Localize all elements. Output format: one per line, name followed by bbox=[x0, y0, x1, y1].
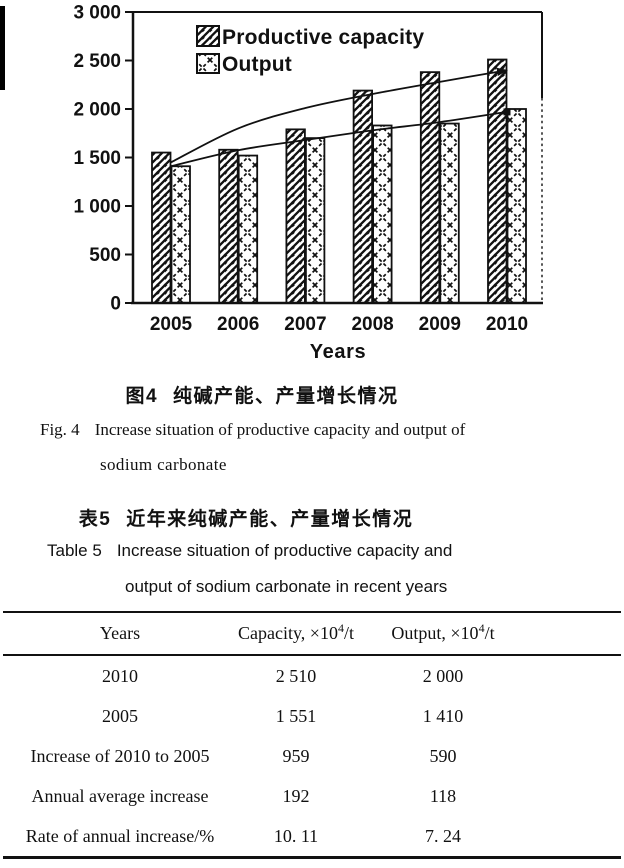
x-tick-label: 2010 bbox=[486, 314, 528, 335]
legend: Productive capacity Output bbox=[196, 25, 424, 76]
row-label: Rate of annual increase/% bbox=[25, 825, 215, 846]
trend-curves bbox=[170, 67, 511, 168]
table-title-zh: 近年来纯碱产能、产量增长情况 bbox=[126, 509, 414, 530]
trend-end-dot-icon bbox=[503, 108, 511, 116]
output-value: 590 bbox=[429, 745, 457, 766]
bar-capacity-2009 bbox=[419, 71, 441, 304]
capacity-value: 10. 11 bbox=[273, 825, 319, 846]
x-tick-label: 2009 bbox=[419, 314, 461, 335]
scan-edge-artifact bbox=[0, 6, 5, 90]
figure-caption-en-line1: Fig. 4 Increase situation of productive c… bbox=[40, 420, 465, 440]
col-header-output: Output, ×104/t bbox=[391, 621, 495, 643]
bar-output-2010 bbox=[506, 108, 527, 304]
bar-capacity-2008 bbox=[352, 89, 374, 304]
y-axis-ticks: 0 500 1 000 1 500 2 000 2 500 3 000 bbox=[73, 3, 133, 315]
table-caption-zh: 表5 近年来纯碱产能、产量增长情况 bbox=[0, 504, 492, 531]
bar-capacity-2006 bbox=[218, 148, 239, 304]
capacity-value: 959 bbox=[282, 745, 310, 766]
bars bbox=[151, 58, 527, 304]
legend-label-capacity: Productive capacity bbox=[222, 26, 424, 49]
bar-capacity-2010 bbox=[487, 58, 508, 304]
x-tick-label: 2007 bbox=[284, 314, 326, 335]
x-tick-label: 2006 bbox=[217, 314, 259, 335]
figure-label-zh: 图4 bbox=[125, 386, 159, 407]
table-label-zh: 表5 bbox=[78, 509, 112, 530]
table-title-en: Increase situation of productive capacit… bbox=[116, 541, 453, 560]
table-caption-en-line1: Table 5 Increase situation of productive … bbox=[47, 541, 452, 561]
output-value: 7. 24 bbox=[425, 825, 461, 846]
y-tick-label: 500 bbox=[89, 245, 121, 266]
legend-swatch-output-icon bbox=[196, 53, 220, 74]
output-value: 1 410 bbox=[422, 705, 464, 726]
y-tick-label: 2 500 bbox=[73, 51, 121, 72]
figure-title-zh: 纯碱产能、产量增长情况 bbox=[173, 386, 399, 407]
trend-curve bbox=[170, 111, 508, 168]
bar-capacity-2007 bbox=[285, 128, 306, 304]
legend-swatch-capacity-icon bbox=[196, 25, 220, 47]
y-tick-label: 1 000 bbox=[73, 197, 121, 218]
data-table: Years Capacity, ×104/t Output, ×104/t 20… bbox=[3, 611, 621, 859]
table-header-row: Years Capacity, ×104/t Output, ×104/t bbox=[3, 613, 621, 656]
table-row: Annual average increase 192 118 bbox=[3, 776, 621, 816]
x-tick-label: 2008 bbox=[351, 314, 393, 335]
row-label: Annual average increase bbox=[31, 785, 209, 806]
bar-output-2008 bbox=[372, 124, 393, 304]
trend-curve bbox=[170, 69, 508, 164]
chart-figure: 0 500 1 000 1 500 2 000 2 500 3 000 2005 2006 20… bbox=[0, 0, 624, 370]
table-row: 2005 1 551 1 410 bbox=[3, 696, 621, 736]
figure-label-en: Fig. 4 bbox=[40, 420, 80, 439]
plot-frame bbox=[131, 11, 543, 305]
col-header-capacity: Capacity, ×104/t bbox=[238, 621, 354, 643]
x-axis-title: Years bbox=[310, 341, 366, 363]
capacity-value: 1 551 bbox=[275, 705, 317, 726]
y-tick-label: 1 500 bbox=[73, 148, 121, 169]
table-row: 2010 2 510 2 000 bbox=[3, 656, 621, 696]
capacity-value: 2 510 bbox=[275, 665, 317, 686]
y-tick-label: 0 bbox=[110, 294, 121, 315]
table-caption-en-line2: output of sodium carbonate in recent yea… bbox=[125, 577, 448, 596]
row-label: 2010 bbox=[102, 665, 138, 686]
bar-output-2006 bbox=[237, 154, 259, 304]
table-label-en: Table 5 bbox=[47, 541, 102, 560]
figure-caption-en-line2: sodium carbonate bbox=[100, 455, 227, 474]
figure-title-en: Increase situation of productive capacit… bbox=[94, 420, 466, 439]
capacity-value: 192 bbox=[282, 785, 310, 806]
row-label: 2005 bbox=[102, 705, 138, 726]
trend-arrowhead-icon bbox=[496, 67, 508, 77]
row-label: Increase of 2010 to 2005 bbox=[30, 745, 210, 766]
x-tick-label: 2005 bbox=[150, 314, 193, 335]
table-row: Rate of annual increase/% 10. 11 7. 24 bbox=[3, 816, 621, 856]
output-value: 118 bbox=[429, 785, 457, 806]
figure-caption-zh: 图4 纯碱产能、产量增长情况 bbox=[0, 381, 524, 408]
y-tick-label: 2 000 bbox=[73, 100, 121, 121]
y-tick-label: 3 000 bbox=[73, 3, 121, 24]
x-axis-labels: 2005 2006 2007 2008 2009 2010 bbox=[150, 314, 528, 335]
legend-label-output: Output bbox=[222, 53, 292, 76]
bar-output-2009 bbox=[439, 122, 460, 304]
col-header-years: Years bbox=[99, 623, 141, 643]
bar-capacity-2005 bbox=[151, 151, 172, 304]
bar-output-2007 bbox=[304, 137, 326, 304]
bar-output-2005 bbox=[170, 165, 191, 304]
output-value: 2 000 bbox=[422, 665, 464, 686]
table-row: Increase of 2010 to 2005 959 590 bbox=[3, 736, 621, 776]
